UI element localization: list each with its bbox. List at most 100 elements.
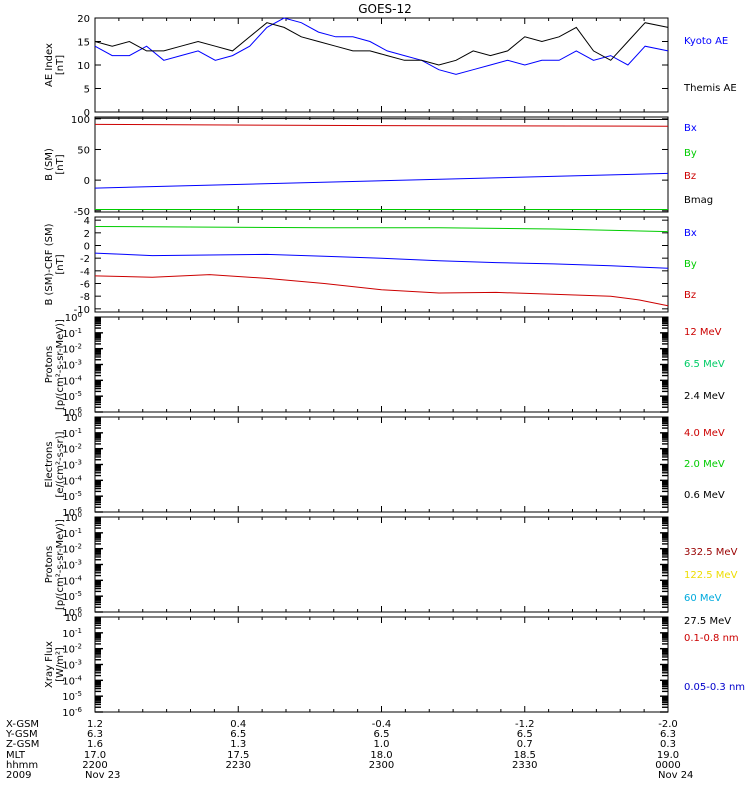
ephemeris-row-label: Z-GSM xyxy=(6,739,39,750)
legend-0-05-0-3-nm: 0.05-0.3 nm xyxy=(684,682,745,693)
ephemeris-value: 2230 xyxy=(226,760,251,771)
panel-frame xyxy=(94,616,669,713)
ephemeris-value: 1.0 xyxy=(374,739,390,750)
ephemeris-value: -0.4 xyxy=(372,719,392,730)
ephemeris-value: 2330 xyxy=(512,760,537,771)
panel-frame xyxy=(94,316,669,413)
y-tick-exponent: -1 xyxy=(75,527,82,535)
y-tick-exponent: -4 xyxy=(75,374,83,382)
y-tick-label: 100 xyxy=(65,411,82,424)
y-tick-exponent: 0 xyxy=(78,511,82,519)
y-tick-exponent: -3 xyxy=(75,559,82,567)
series-line-bz xyxy=(94,123,669,127)
legend-6-5-mev: 6.5 MeV xyxy=(684,359,725,370)
ephemeris-value: 2200 xyxy=(82,760,107,771)
y-axis-label-line: Protons xyxy=(44,546,55,583)
y-tick-label: 10-1 xyxy=(62,527,82,540)
y-tick-label: 0 xyxy=(84,108,90,119)
y-tick-label: 0 xyxy=(84,242,90,253)
y-tick-exponent: -3 xyxy=(75,359,82,367)
y-axis-label: Protons[p/(cm²-s-sr-MeV)] xyxy=(44,519,66,610)
y-tick-label: 10-2 xyxy=(62,543,82,556)
y-tick-exponent: -2 xyxy=(75,543,82,551)
y-tick-label: 10-2 xyxy=(62,443,82,456)
y-tick-label: -6 xyxy=(80,280,90,291)
y-tick-label: -10 xyxy=(74,305,90,316)
series-line-bx xyxy=(94,172,669,189)
y-tick-exponent: -5 xyxy=(75,390,82,398)
panel-protons2: Protons[p/(cm²-s-sr-MeV)]10-610-510-410-… xyxy=(44,511,738,627)
y-axis-label-line: [nT] xyxy=(55,254,66,274)
y-tick-label: 10-4 xyxy=(62,574,82,587)
y-axis-label: B (SM)[nT] xyxy=(44,148,66,181)
y-axis-label-line: [e/(cm²-s-sr)] xyxy=(55,431,66,497)
legend-332-5-mev: 332.5 MeV xyxy=(684,547,738,558)
ephemeris-row-label: X-GSM xyxy=(6,719,39,730)
legend-kyoto-ae: Kyoto AE xyxy=(684,36,728,47)
ephemeris-value: 0.4 xyxy=(230,719,246,730)
y-axis-label-line: [nT] xyxy=(55,154,66,174)
y-tick-label: 0 xyxy=(84,176,90,187)
ephemeris-value: 2300 xyxy=(369,760,394,771)
y-tick-label: 10-3 xyxy=(62,559,82,572)
y-tick-label: 10-4 xyxy=(62,374,82,387)
ephemeris-value: 1.2 xyxy=(87,719,103,730)
y-tick-exponent: -5 xyxy=(75,590,82,598)
legend-0-1-0-8-nm: 0.1-0.8 nm xyxy=(684,633,739,644)
y-axis-label: Protons[p/(cm²-s-sr-MeV)] xyxy=(44,319,66,410)
panel-frame xyxy=(94,416,669,513)
y-tick-label: 100 xyxy=(71,115,90,126)
y-tick-label: 15 xyxy=(77,38,90,49)
ephemeris-value: 6.5 xyxy=(517,729,533,740)
y-axis-label-line: [W/m²] xyxy=(55,647,66,682)
y-tick-exponent: 0 xyxy=(78,611,82,619)
series-line-bz xyxy=(94,274,669,307)
y-tick-exponent: -1 xyxy=(75,427,82,435)
legend-bz: Bz xyxy=(684,171,696,182)
y-tick-label: -8 xyxy=(80,292,90,303)
ephemeris-value: 19.0 xyxy=(657,750,679,761)
y-axis-label: Xray Flux[W/m²] xyxy=(44,641,66,688)
chart-title: GOES-12 xyxy=(358,2,412,16)
ephemeris-row-label: Y-GSM xyxy=(5,729,38,740)
y-axis-label-line: [p/(cm²-s-sr-MeV)] xyxy=(55,519,66,610)
y-tick-exponent: -4 xyxy=(75,474,83,482)
panel-frame xyxy=(94,516,669,613)
ephemeris-value: 0.7 xyxy=(517,739,533,750)
y-axis-label-line: Electrons xyxy=(44,441,55,487)
panel-bfield: B (SM)[nT] -50 0 50 100 Bx By Bz Bmag xyxy=(44,115,713,218)
ephemeris-table: X-GSMY-GSMZ-GSMMLThhmm20091.26.31.617.02… xyxy=(5,719,693,781)
ephemeris-row-label: 2009 xyxy=(6,770,31,781)
ephemeris-value: 6.5 xyxy=(374,729,390,740)
legend-27-5-mev: 27.5 MeV xyxy=(684,616,731,627)
y-tick-label: 10-5 xyxy=(62,690,82,703)
legend-bmag: Bmag xyxy=(684,195,713,206)
y-tick-label: 10-4 xyxy=(62,474,82,487)
y-axis-label: B (SM)-CRF (SM)[nT] xyxy=(44,223,66,305)
y-axis-label-line: AE Index xyxy=(44,43,55,87)
ephemeris-value: 6.3 xyxy=(660,729,676,740)
series-line-by xyxy=(94,226,669,233)
legend-bz: Bz xyxy=(684,290,696,301)
y-tick-label: 10-1 xyxy=(62,427,82,440)
y-tick-label: -50 xyxy=(74,207,90,218)
ephemeris-value: -2.0 xyxy=(658,719,678,730)
y-tick-label: 10-4 xyxy=(62,674,82,687)
y-tick-label: 4 xyxy=(84,216,90,227)
legend-themis-ae: Themis AE xyxy=(683,83,737,94)
panel-frame xyxy=(94,116,669,213)
ephemeris-row-label: hhmm xyxy=(6,760,38,771)
legend-12-mev: 12 MeV xyxy=(684,327,722,338)
y-tick-label: 10 xyxy=(77,61,90,72)
legend-by: By xyxy=(684,259,697,270)
y-tick-exponent: -3 xyxy=(75,659,82,667)
legend-by: By xyxy=(684,148,697,159)
y-tick-label: -2 xyxy=(80,254,90,265)
y-tick-label: 10-2 xyxy=(62,643,82,656)
y-tick-label: 10-3 xyxy=(62,659,82,672)
y-tick-exponent: -2 xyxy=(75,443,82,451)
y-tick-label: 10-3 xyxy=(62,459,82,472)
panel-electrons: Electrons[e/(cm²-s-sr)]10-610-510-410-31… xyxy=(44,411,725,519)
